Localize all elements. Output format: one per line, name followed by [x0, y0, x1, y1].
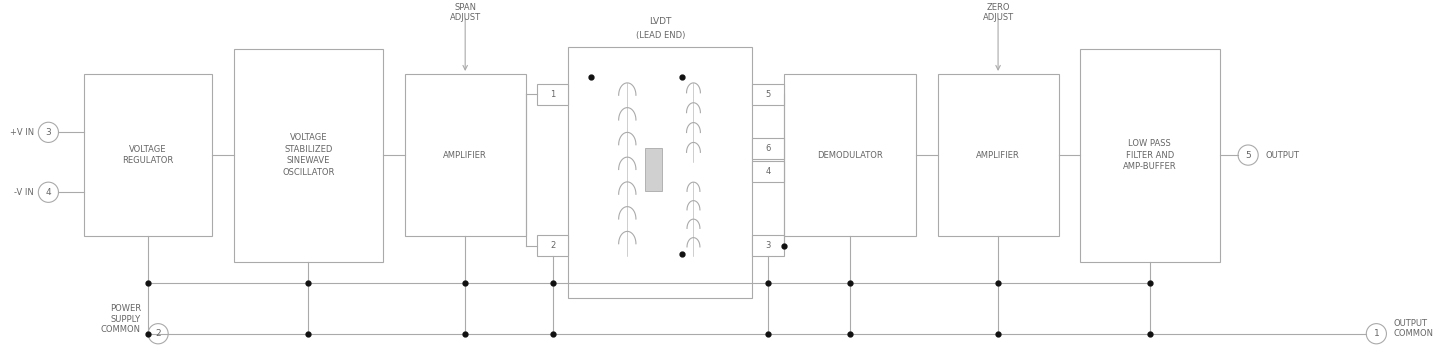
Text: 5: 5: [1246, 151, 1252, 159]
Text: 2: 2: [156, 329, 162, 338]
Bar: [405, 74, 526, 236]
Bar: [937, 74, 1058, 236]
Bar: [753, 235, 783, 256]
Bar: [536, 84, 568, 104]
Text: LOW PASS
FILTER AND
AMP-BUFFER: LOW PASS FILTER AND AMP-BUFFER: [1123, 139, 1177, 171]
Text: DEMODULATOR: DEMODULATOR: [818, 151, 883, 159]
Text: AMPLIFIER: AMPLIFIER: [443, 151, 487, 159]
Text: 1: 1: [551, 90, 555, 99]
Text: 4: 4: [46, 188, 52, 197]
Bar: [536, 235, 568, 256]
Ellipse shape: [1367, 324, 1386, 344]
Text: +V IN: +V IN: [10, 128, 35, 137]
Bar: [645, 148, 662, 191]
Text: ZERO: ZERO: [986, 3, 1009, 12]
Ellipse shape: [149, 324, 169, 344]
Bar: [234, 49, 384, 262]
Bar: [568, 47, 753, 298]
Ellipse shape: [39, 122, 59, 142]
Text: 4: 4: [766, 167, 770, 176]
Text: 3: 3: [766, 241, 770, 250]
Text: OUTPUT: OUTPUT: [1265, 151, 1299, 159]
Text: ADJUST: ADJUST: [982, 13, 1014, 23]
Text: POWER
SUPPLY
COMMON: POWER SUPPLY COMMON: [101, 304, 141, 334]
Bar: [753, 161, 783, 182]
Text: 5: 5: [766, 90, 770, 99]
Text: -V IN: -V IN: [14, 188, 35, 197]
Text: VOLTAGE
STABILIZED
SINEWAVE
OSCILLATOR: VOLTAGE STABILIZED SINEWAVE OSCILLATOR: [283, 133, 335, 177]
Text: LVDT: LVDT: [649, 17, 672, 26]
Text: 6: 6: [766, 144, 770, 153]
Bar: [1080, 49, 1220, 262]
Text: SPAN: SPAN: [454, 3, 476, 12]
Text: 1: 1: [1373, 329, 1379, 338]
Bar: [783, 74, 916, 236]
Text: 3: 3: [46, 128, 52, 137]
Ellipse shape: [39, 182, 59, 202]
Bar: [753, 138, 783, 159]
Bar: [84, 74, 212, 236]
Text: AMPLIFIER: AMPLIFIER: [976, 151, 1019, 159]
Text: 2: 2: [551, 241, 555, 250]
Text: (LEAD END): (LEAD END): [636, 31, 685, 40]
Ellipse shape: [1239, 145, 1259, 165]
Bar: [753, 84, 783, 104]
Text: VOLTAGE
REGULATOR: VOLTAGE REGULATOR: [123, 145, 174, 166]
Text: ADJUST: ADJUST: [450, 13, 480, 23]
Text: OUTPUT
COMMON: OUTPUT COMMON: [1393, 318, 1433, 338]
